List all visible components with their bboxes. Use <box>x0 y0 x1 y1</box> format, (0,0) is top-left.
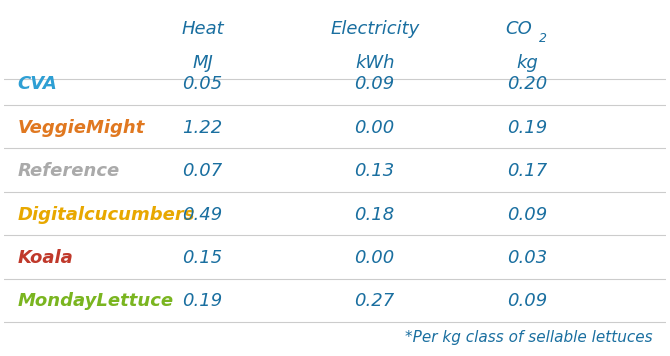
Text: 0.03: 0.03 <box>507 249 547 267</box>
Text: 0.05: 0.05 <box>182 75 223 93</box>
Text: 0.00: 0.00 <box>354 119 395 137</box>
Text: 0.09: 0.09 <box>507 205 547 224</box>
Text: 0.15: 0.15 <box>182 249 223 267</box>
Text: 0.18: 0.18 <box>354 205 395 224</box>
Text: Reference: Reference <box>17 162 120 180</box>
Text: 0.49: 0.49 <box>182 205 223 224</box>
Text: 0.27: 0.27 <box>354 292 395 310</box>
Text: Heat: Heat <box>182 20 224 37</box>
Text: 0.00: 0.00 <box>354 249 395 267</box>
Text: 0.19: 0.19 <box>182 292 223 310</box>
Text: CO: CO <box>506 20 533 37</box>
Text: MJ: MJ <box>192 54 213 72</box>
Text: kWh: kWh <box>355 54 395 72</box>
Text: 0.07: 0.07 <box>182 162 223 180</box>
Text: 1.22: 1.22 <box>182 119 223 137</box>
Text: 0.09: 0.09 <box>507 292 547 310</box>
Text: MondayLettuce: MondayLettuce <box>17 292 174 310</box>
Text: 0.13: 0.13 <box>354 162 395 180</box>
Text: Digitalcucumbers: Digitalcucumbers <box>17 205 195 224</box>
Text: VeggieMight: VeggieMight <box>17 119 145 137</box>
Text: 0.20: 0.20 <box>507 75 547 93</box>
Text: *Per kg class of sellable lettuces: *Per kg class of sellable lettuces <box>405 330 653 345</box>
Text: 0.17: 0.17 <box>507 162 547 180</box>
Text: CVA: CVA <box>17 75 57 93</box>
Text: 0.09: 0.09 <box>354 75 395 93</box>
Text: Koala: Koala <box>17 249 73 267</box>
Text: 0.19: 0.19 <box>507 119 547 137</box>
Text: kg: kg <box>516 54 538 72</box>
Text: 2: 2 <box>539 32 547 46</box>
Text: Electricity: Electricity <box>330 20 419 37</box>
